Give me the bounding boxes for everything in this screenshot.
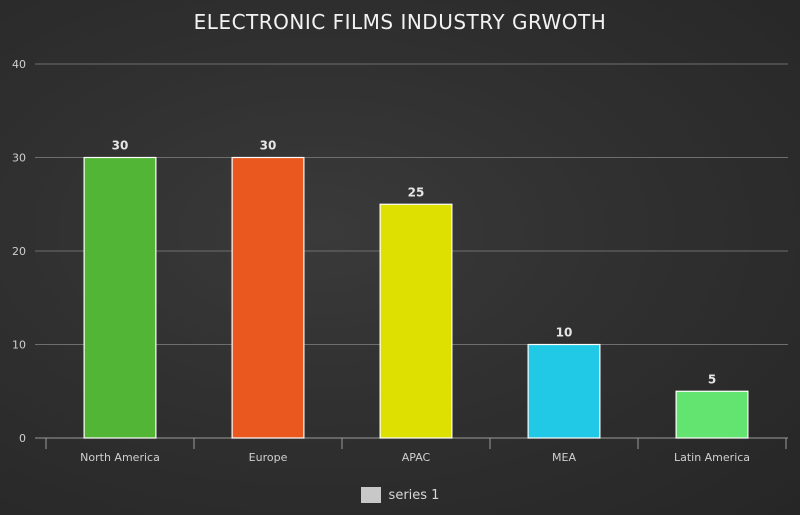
legend[interactable]: series 1 [0, 487, 800, 503]
data-label: 30 [112, 139, 129, 153]
x-tick-label: APAC [402, 451, 431, 464]
x-tick-label: MEA [552, 451, 576, 464]
data-label: 30 [260, 139, 277, 153]
data-label: 10 [556, 326, 573, 340]
x-tick-label: Europe [249, 451, 288, 464]
x-tick-label: Latin America [674, 451, 750, 464]
y-tick-label: 0 [19, 432, 26, 445]
y-tick-label: 30 [12, 152, 26, 165]
bar [231, 156, 305, 439]
bar [527, 343, 601, 439]
x-tick-label: North America [80, 451, 160, 464]
data-label: 5 [708, 372, 716, 386]
y-tick-label: 10 [12, 339, 26, 352]
legend-swatch [360, 487, 381, 503]
legend-label: series 1 [388, 487, 440, 503]
y-tick-label: 20 [12, 245, 26, 258]
bar [379, 203, 453, 439]
bar [83, 156, 157, 439]
chart-title: ELECTRONIC FILMS INDUSTRY GRWOTH [193, 10, 607, 34]
data-label: 25 [408, 185, 425, 199]
bar [675, 390, 749, 439]
y-tick-label: 40 [12, 58, 26, 71]
